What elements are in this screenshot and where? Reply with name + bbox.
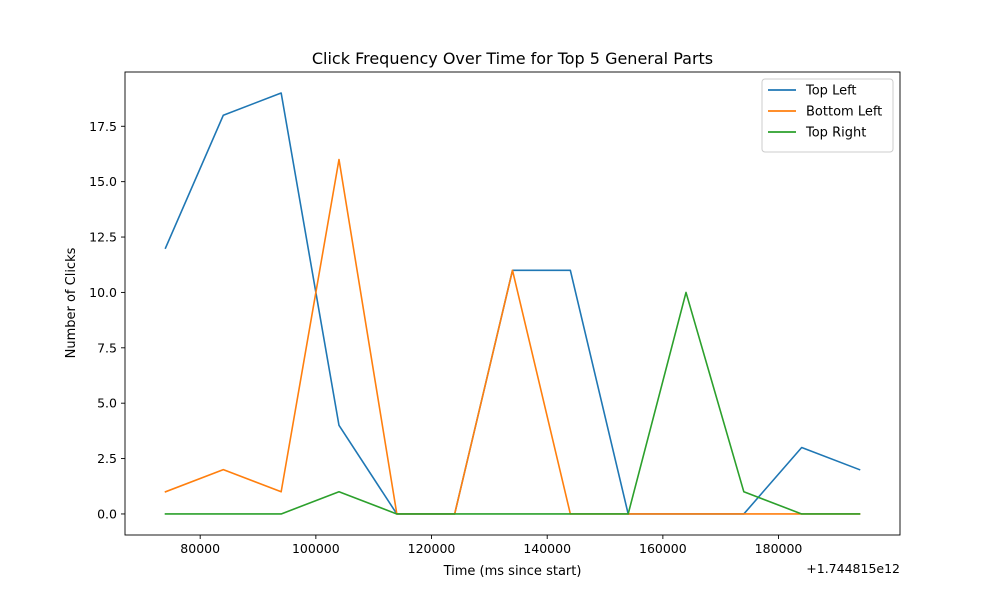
axes-frame <box>124 71 901 536</box>
x-tick-label: 80000 <box>180 541 220 556</box>
y-tick-label: 0.0 <box>97 506 117 521</box>
y-tick-label: 12.5 <box>89 230 117 245</box>
x-axis-offset-label: +1.744815e12 <box>806 561 900 576</box>
chart-title: Click Frequency Over Time for Top 5 Gene… <box>312 49 713 68</box>
y-tick-label: 10.0 <box>89 285 117 300</box>
y-tick-label: 5.0 <box>97 396 117 411</box>
x-tick-label: 140000 <box>523 541 571 556</box>
x-tick-label: 120000 <box>408 541 456 556</box>
y-tick-label: 2.5 <box>97 451 117 466</box>
x-tick-label: 160000 <box>639 541 687 556</box>
legend-label: Top Left <box>805 84 857 99</box>
legend-box <box>761 78 894 153</box>
y-axis-label: Number of Clicks <box>64 247 79 358</box>
y-tick-label: 7.5 <box>97 340 117 355</box>
series-line-bottom-left <box>164 158 861 515</box>
x-axis-label: Time (ms since start) <box>443 564 582 579</box>
x-tick-label: 100000 <box>292 541 340 556</box>
plot-area: 80000 100000 120000 140000 160000 180000 0.0 2.… <box>89 71 901 556</box>
x-tick-label: 180000 <box>755 541 803 556</box>
legend-label: Top Right <box>805 126 866 141</box>
legend-label: Bottom Left <box>806 105 882 120</box>
y-tick-label: 17.5 <box>89 119 117 134</box>
series-line-top-right <box>164 291 861 515</box>
series-line-top-left <box>164 92 861 515</box>
y-tick-label: 15.0 <box>89 174 117 189</box>
